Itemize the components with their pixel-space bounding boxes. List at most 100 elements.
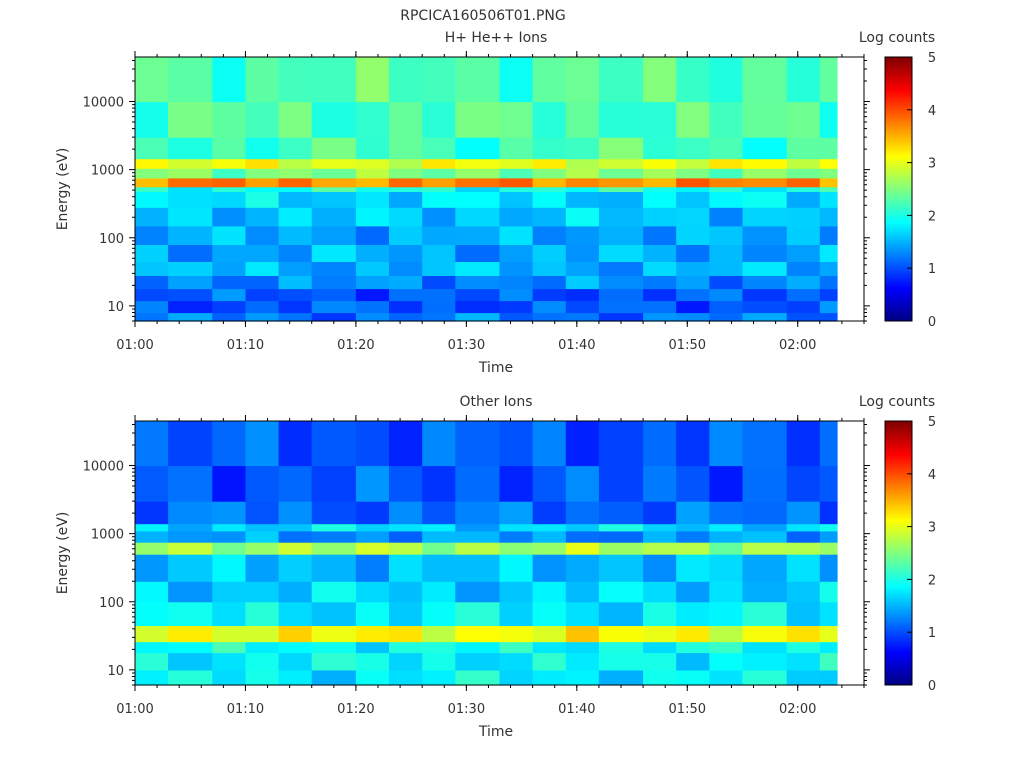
heatmap-cell [643, 501, 677, 525]
colorbar-segment [885, 555, 912, 559]
heatmap-cell [742, 530, 788, 543]
heatmap-cell [245, 261, 280, 276]
y-tick-label: 10000 [83, 96, 124, 111]
colorbar-segment [885, 302, 912, 306]
heatmap-cell [786, 652, 821, 671]
heatmap-cell [455, 669, 501, 686]
heatmap-cell [643, 641, 677, 654]
heatmap-cell [135, 244, 169, 262]
heatmap-cell [212, 207, 246, 227]
heatmap-cell [786, 542, 821, 555]
heatmap-cell [709, 523, 744, 532]
heatmap-cell [278, 542, 313, 555]
heatmap-cell [819, 137, 838, 160]
heatmap-cell [311, 244, 357, 262]
heatmap-cell [245, 530, 280, 543]
heatmap-cell [278, 300, 313, 314]
heatmap-cell [135, 669, 169, 686]
colorbar-segment [885, 550, 912, 554]
heatmap-cell [676, 601, 710, 626]
heatmap-cell [455, 542, 501, 555]
heatmap-cell [311, 288, 357, 302]
heatmap-cell [212, 300, 246, 314]
heatmap-cell [709, 261, 744, 276]
heatmap-cell [643, 137, 677, 160]
heatmap-cell [455, 191, 501, 208]
heatmap-cell [135, 465, 169, 502]
colorbar-segment [885, 75, 912, 79]
colorbar-segment [885, 624, 912, 628]
heatmap-cell [643, 288, 677, 302]
heatmap-cell [245, 191, 280, 208]
heatmap-cell [311, 501, 357, 525]
heatmap-cell [742, 625, 788, 643]
heatmap-cell [135, 601, 169, 626]
colorbar-segment [885, 233, 912, 238]
colorbar-label: Log counts [859, 394, 935, 410]
colorbar-segment [885, 479, 912, 483]
colorbar-segment [885, 671, 912, 675]
colorbar-segment [885, 284, 912, 288]
heatmap-cell [168, 523, 213, 532]
x-tick-label: 02:00 [779, 702, 816, 717]
heatmap-cell [135, 137, 169, 160]
heatmap-cell [389, 652, 423, 671]
colorbar-segment [885, 568, 912, 572]
heatmap-cell [389, 177, 423, 188]
heatmap-cell [499, 288, 534, 302]
heatmap-cell [168, 177, 213, 188]
colorbar-segment [885, 563, 912, 567]
heatmap-cell [212, 652, 246, 671]
heatmap-cell [643, 101, 677, 138]
heatmap-cell [499, 652, 534, 671]
heatmap-cell [819, 601, 838, 626]
heatmap-cell [422, 288, 456, 302]
colorbar-segment [885, 117, 912, 121]
heatmap-cell [499, 207, 534, 227]
heatmap-cell [565, 186, 600, 192]
panel-title: Other Ions [459, 394, 532, 410]
colorbar-segment [885, 589, 912, 594]
heatmap-cell [742, 207, 788, 227]
heatmap-cell [565, 652, 600, 671]
colorbar-segment [885, 67, 912, 71]
heatmap-cell [389, 421, 423, 467]
heatmap-cell [355, 186, 390, 192]
heatmap-cell [598, 177, 644, 188]
x-axis-label: Time [478, 724, 513, 740]
heatmap-cell [676, 669, 710, 686]
heatmap-cell [135, 501, 169, 525]
heatmap-cell [168, 101, 213, 138]
heatmap-cell [355, 312, 390, 322]
colorbar-segment [885, 91, 912, 95]
heatmap-cell [786, 275, 821, 290]
heatmap-cell [245, 523, 280, 532]
heatmap-cell [709, 300, 744, 314]
heatmap-cell [389, 581, 423, 603]
heatmap-cell [455, 158, 501, 169]
colorbar-segment [885, 286, 912, 290]
heatmap-cell [676, 312, 710, 322]
heatmap-cell [135, 288, 169, 302]
heatmap-cell [676, 465, 710, 502]
heatmap-cell [311, 523, 357, 532]
heatmap-cell [355, 207, 390, 227]
heatmap-cell [422, 158, 456, 169]
colorbar-segment [885, 249, 912, 253]
colorbar-segment [885, 658, 912, 662]
heatmap-cell [455, 57, 501, 103]
heatmap-cell [245, 57, 280, 103]
colorbar-segment [885, 241, 912, 245]
heatmap-cell [278, 244, 313, 262]
heatmap-cell [355, 191, 390, 208]
colorbar-segment [885, 220, 912, 224]
colorbar-segment [885, 629, 912, 633]
colorbar-segment [885, 600, 912, 604]
colorbar-segment [885, 510, 912, 514]
colorbar-segment [885, 529, 912, 533]
plot-frame [134, 56, 865, 322]
heatmap-cell [532, 261, 567, 276]
heatmap-cell [598, 186, 644, 192]
heatmap-cell [212, 554, 246, 582]
heatmap-cell [355, 601, 390, 626]
